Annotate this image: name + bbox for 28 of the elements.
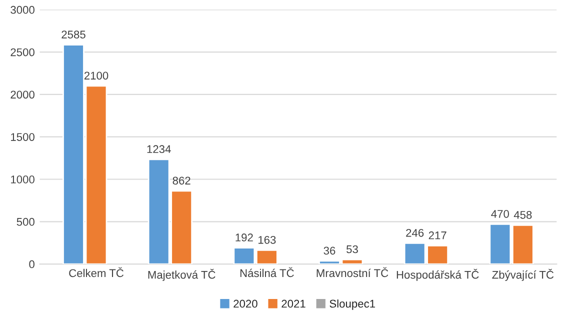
data-label: 163 — [258, 236, 276, 244]
data-label: 2585 — [62, 30, 86, 38]
data-label: 192 — [236, 234, 253, 242]
y-tick-label: 2000 — [10, 90, 34, 99]
y-tick-label: 2500 — [10, 48, 34, 56]
legend-label: 2021 — [282, 300, 306, 308]
data-label: 217 — [428, 231, 446, 240]
x-tick-label: Majetková TČ — [148, 268, 216, 281]
x-tick-label: Zbývající TČ — [492, 268, 554, 281]
y-tick-label: 1500 — [11, 133, 34, 141]
y-tick-label: 3000 — [10, 6, 34, 14]
data-label: 458 — [514, 210, 532, 219]
y-tick-label: 500 — [16, 218, 34, 226]
data-label: 1234 — [147, 145, 171, 154]
data-label: 36 — [324, 246, 336, 255]
legend-label: Sloupec1 — [330, 299, 375, 310]
data-label: 862 — [172, 176, 190, 185]
legend-label: 2020 — [234, 300, 258, 308]
data-label: 2100 — [84, 72, 108, 80]
y-tick-label: 1000 — [11, 176, 34, 184]
data-label: 53 — [346, 245, 358, 254]
y-tick-label: 0 — [29, 260, 34, 268]
x-tick-label: Násilná TČ — [240, 267, 294, 278]
data-label: 470 — [491, 210, 509, 218]
x-tick-label: Hospodářská TČ — [396, 268, 479, 281]
x-tick-label: Celkem TČ — [69, 267, 124, 278]
x-tick-label: Mravnostní TČ — [316, 267, 388, 278]
data-label: 246 — [406, 228, 424, 237]
